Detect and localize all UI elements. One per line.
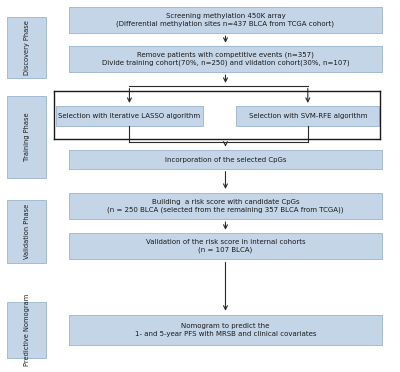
FancyBboxPatch shape (69, 193, 382, 219)
Text: Screening methylation 450K array
(Differential methylation sites n=437 BLCA from: Screening methylation 450K array (Differ… (116, 13, 334, 27)
FancyBboxPatch shape (7, 302, 46, 358)
FancyBboxPatch shape (7, 17, 46, 77)
FancyBboxPatch shape (7, 200, 46, 263)
Text: Building  a risk score with candidate CpGs
(n = 250 BLCA (selected from the rema: Building a risk score with candidate CpG… (107, 199, 344, 213)
FancyBboxPatch shape (69, 7, 382, 33)
Text: Remove patients with competitive events (n=357)
Divide training cohort(70%, n=25: Remove patients with competitive events … (102, 52, 349, 66)
Text: Validation Phase: Validation Phase (24, 204, 30, 259)
Text: Selection with SVM-RFE algorithm: Selection with SVM-RFE algorithm (248, 113, 367, 119)
Text: Predictive Nomogram: Predictive Nomogram (24, 294, 30, 366)
FancyBboxPatch shape (69, 150, 382, 169)
FancyBboxPatch shape (69, 46, 382, 72)
Text: Discovery Phase: Discovery Phase (24, 20, 30, 75)
Text: Nomogram to predict the
1- and 5-year PFS with MRSB and clinical covariates: Nomogram to predict the 1- and 5-year PF… (135, 323, 316, 337)
FancyBboxPatch shape (236, 106, 379, 126)
FancyBboxPatch shape (69, 233, 382, 259)
Text: Validation of the risk score in internal cohorts
(n = 107 BLCA): Validation of the risk score in internal… (146, 239, 305, 253)
Text: Training Phase: Training Phase (24, 112, 30, 161)
FancyBboxPatch shape (56, 106, 203, 126)
Text: Incorporation of the selected CpGs: Incorporation of the selected CpGs (165, 157, 286, 163)
FancyBboxPatch shape (7, 96, 46, 178)
FancyBboxPatch shape (69, 314, 382, 346)
Text: Selection with Iterative LASSO algorithm: Selection with Iterative LASSO algorithm (58, 113, 200, 119)
